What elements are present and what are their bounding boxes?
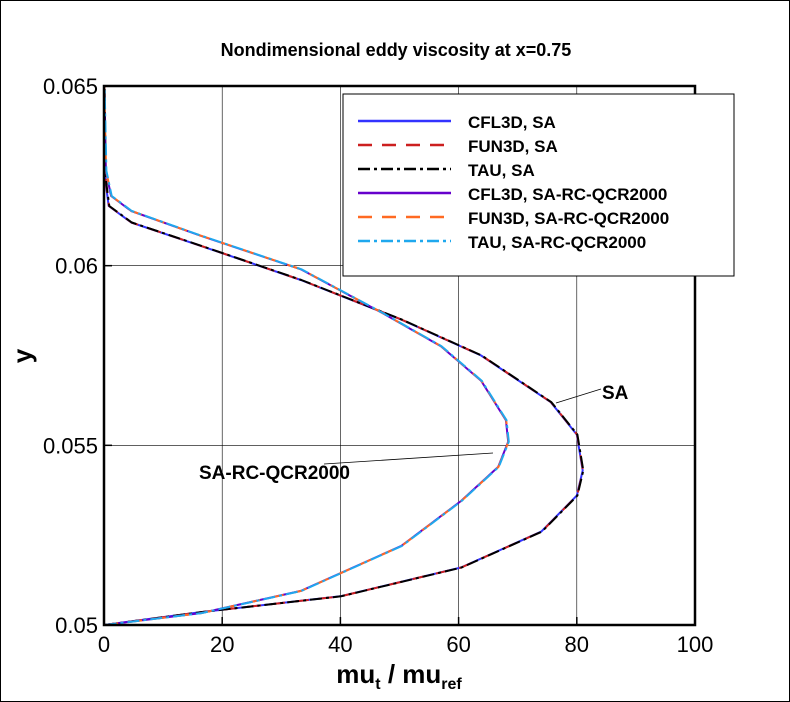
x-tick-label: 60 <box>446 632 470 657</box>
annotation-qcr: SA-RC-QCR2000 <box>199 463 350 484</box>
legend-label: FUN3D, SA-RC-QCR2000 <box>468 209 669 228</box>
series-line-6 <box>103 85 510 626</box>
x-axis-label: mut / muref <box>336 659 462 693</box>
annotation-leader-sa <box>555 388 602 404</box>
y-tick-label: 0.065 <box>43 74 98 99</box>
x-tick-label: 20 <box>210 632 234 657</box>
legend-label: CFL3D, SA-RC-QCR2000 <box>468 185 667 204</box>
legend: CFL3D, SA FUN3D, SA TAU, SA CFL3D, SA-RC-QC… <box>342 93 735 277</box>
y-tick-label: 0.055 <box>43 433 98 458</box>
y-tick-label: 0.06 <box>55 254 98 279</box>
series-lines <box>103 85 585 626</box>
chart-title: Nondimensional eddy viscosity at x=0.75 <box>221 40 572 60</box>
x-tick-label: 100 <box>677 632 714 657</box>
series-line-3 <box>103 85 585 626</box>
y-axis-label: y <box>7 348 37 363</box>
legend-box <box>342 93 735 277</box>
x-tick-label: 0 <box>98 632 110 657</box>
axis-ticks: 0 20 40 60 80 100 0.05 0.055 0.06 0.065 <box>43 74 713 657</box>
annotation-sa: SA <box>602 383 629 404</box>
x-tick-label: 80 <box>565 632 589 657</box>
legend-label: FUN3D, SA <box>468 137 558 156</box>
annotation-leader-qcr <box>323 452 494 465</box>
legend-label: CFL3D, SA <box>468 113 556 132</box>
x-tick-label: 40 <box>328 632 352 657</box>
legend-label: TAU, SA <box>468 161 535 180</box>
plot-frame <box>102 84 697 627</box>
y-tick-label: 0.05 <box>55 613 98 638</box>
legend-label: TAU, SA-RC-QCR2000 <box>468 233 646 252</box>
